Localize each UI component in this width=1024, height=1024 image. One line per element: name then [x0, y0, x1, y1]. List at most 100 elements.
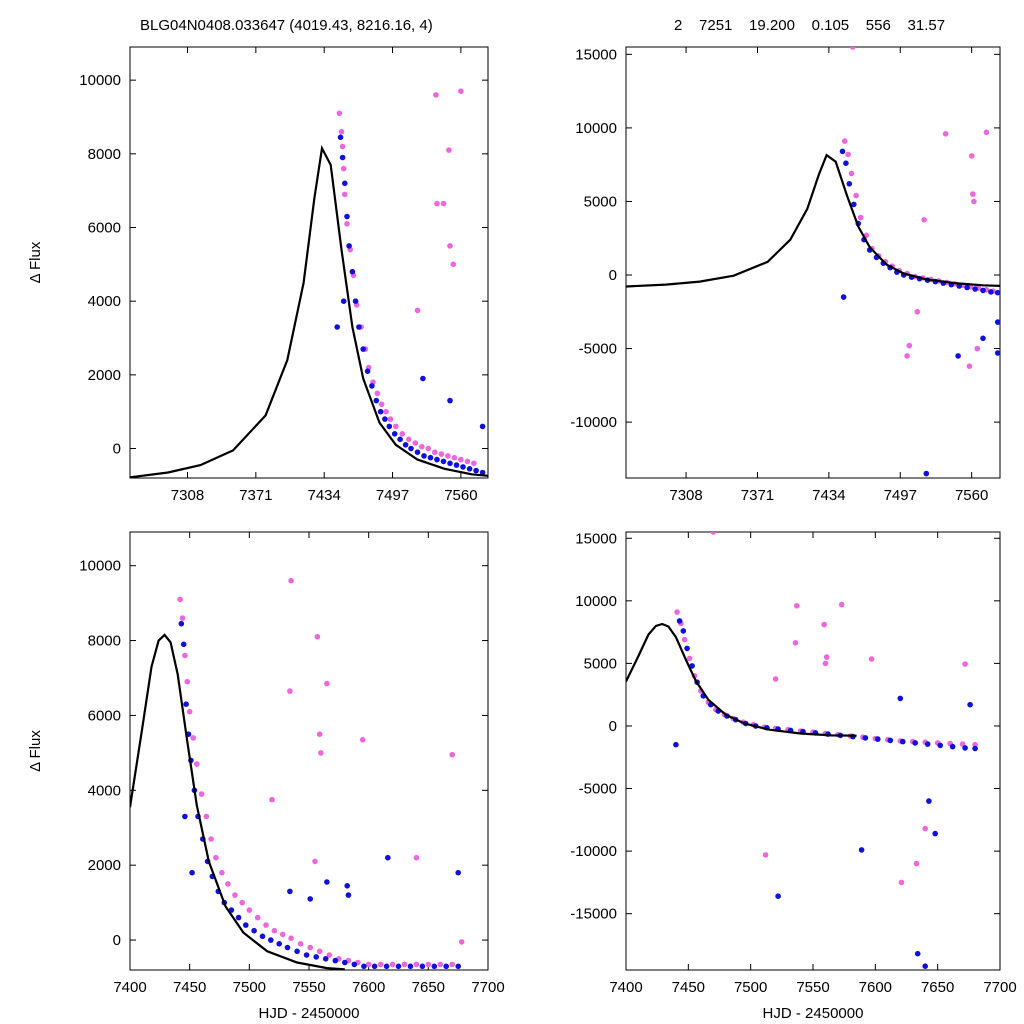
data-point-series-0: [387, 416, 394, 422]
data-point-series-1: [912, 740, 918, 746]
data-point-series-0: [338, 128, 345, 135]
data-point-series-0: [359, 737, 366, 743]
data-point-series-0: [184, 678, 191, 685]
data-point-series-1: [455, 963, 462, 970]
data-point-series-0: [419, 443, 425, 450]
data-point-series-0: [898, 879, 905, 886]
data-point-series-1: [421, 453, 427, 459]
data-point-series-0: [307, 944, 314, 951]
data-point-series-1: [178, 620, 185, 627]
data-point-series-0: [177, 596, 183, 603]
y-tick-label: 0: [609, 267, 617, 284]
panel-bottom-left: 7400 7450 7500 7550 7600 7650 7700 0 2000 4000 600…: [27, 531, 505, 1022]
data-point-series-1: [344, 213, 350, 220]
plot-frame: [129, 46, 489, 479]
data-point-series-0: [316, 948, 323, 955]
data-point-series-1: [251, 927, 257, 934]
data-point-series-1: [479, 423, 486, 430]
data-point-series-0: [198, 791, 205, 797]
data-point-series-1: [361, 963, 367, 970]
data-point-series-0: [853, 192, 859, 199]
data-point-series-1: [875, 736, 881, 742]
data-point-series-0: [401, 961, 408, 968]
y-axis-label: Δ Flux: [27, 730, 44, 772]
data-point-series-1: [851, 201, 857, 208]
y-tick-label: 2000: [88, 857, 121, 874]
data-point-series-0: [288, 577, 294, 584]
data-point-series-0: [399, 431, 406, 437]
panel-top-left: 7308 7371 7434 7497 7560 0 2000 4000 6000 8000 100…: [27, 46, 489, 504]
data-point-series-0: [433, 92, 439, 98]
data-point-series-0: [179, 615, 186, 621]
data-point-series-1: [840, 294, 847, 300]
data-point-series-0: [686, 655, 693, 662]
y-tick-label: 0: [113, 441, 121, 458]
data-point-series-1: [434, 456, 440, 463]
data-point-series-1: [897, 695, 904, 702]
data-point-series-0: [239, 899, 245, 906]
data-point-series-1: [926, 798, 932, 804]
data-point-series-0: [377, 961, 384, 968]
data-point-series-0: [279, 931, 286, 938]
data-point-series-0: [971, 198, 977, 205]
data-point-series-0: [389, 961, 396, 968]
data-point-series-1: [846, 181, 853, 187]
data-point-series-1: [887, 737, 894, 744]
data-point-series-1: [397, 436, 403, 443]
data-point-series-0: [913, 860, 920, 867]
data-point-series-0: [438, 451, 445, 457]
x-tick-label: 7700: [471, 979, 504, 996]
data-point-series-1: [337, 134, 344, 141]
data-point-series-0: [823, 654, 830, 660]
data-point-series-1: [689, 663, 695, 669]
data-point-series-0: [710, 532, 717, 535]
data-point-series-1: [914, 950, 921, 957]
x-tick-label: 7434: [812, 487, 845, 504]
y-tick-label: 15000: [575, 530, 617, 547]
data-point-series-0: [316, 731, 323, 737]
data-point-series-0: [342, 191, 348, 198]
data-point-series-1: [360, 346, 367, 352]
data-point-series-0: [383, 408, 389, 415]
y-tick-label: 0: [113, 932, 121, 949]
data-point-series-1: [342, 180, 348, 187]
data-point-series-0: [822, 660, 829, 667]
data-point-series-1: [932, 830, 938, 837]
y-axis-label: Δ Flux: [27, 241, 44, 283]
data-point-series-0: [413, 961, 420, 968]
data-point-series-1: [287, 888, 293, 895]
data-point-series-1: [858, 847, 865, 853]
data-point-series-0: [225, 881, 231, 887]
data-point-series-1: [420, 375, 426, 382]
data-point-series-1: [351, 961, 358, 968]
data-point-series-0: [263, 922, 269, 928]
data-point-series-0: [339, 143, 346, 150]
y-tick-label: 8000: [88, 633, 121, 650]
data-point-series-1: [377, 408, 384, 415]
data-point-series-0: [921, 217, 927, 223]
data-point-series-0: [922, 825, 928, 832]
data-point-series-1: [395, 963, 402, 970]
data-point-series-0: [857, 214, 864, 221]
data-point-series-0: [432, 449, 438, 456]
data-point-series-1: [924, 741, 931, 747]
data-point-series-1: [303, 952, 310, 958]
plot-frame: [625, 46, 1001, 479]
data-points: [839, 47, 1000, 477]
data-point-series-0: [447, 243, 453, 249]
data-point-series-1: [385, 854, 391, 861]
data-point-series-1: [339, 154, 346, 161]
data-point-series-0: [983, 129, 990, 136]
data-point-series-0: [451, 454, 458, 461]
data-point-series-1: [391, 431, 398, 437]
data-point-series-1: [243, 922, 249, 928]
data-point-series-1: [268, 937, 274, 943]
data-point-series-1: [382, 416, 388, 422]
data-point-series-1: [369, 383, 375, 389]
data-point-series-1: [843, 160, 849, 166]
x-tick-label: 7700: [983, 979, 1016, 996]
data-point-series-1: [402, 442, 409, 448]
y-tick-label: 5000: [584, 655, 617, 672]
x-tick-label: 7308: [171, 487, 204, 504]
